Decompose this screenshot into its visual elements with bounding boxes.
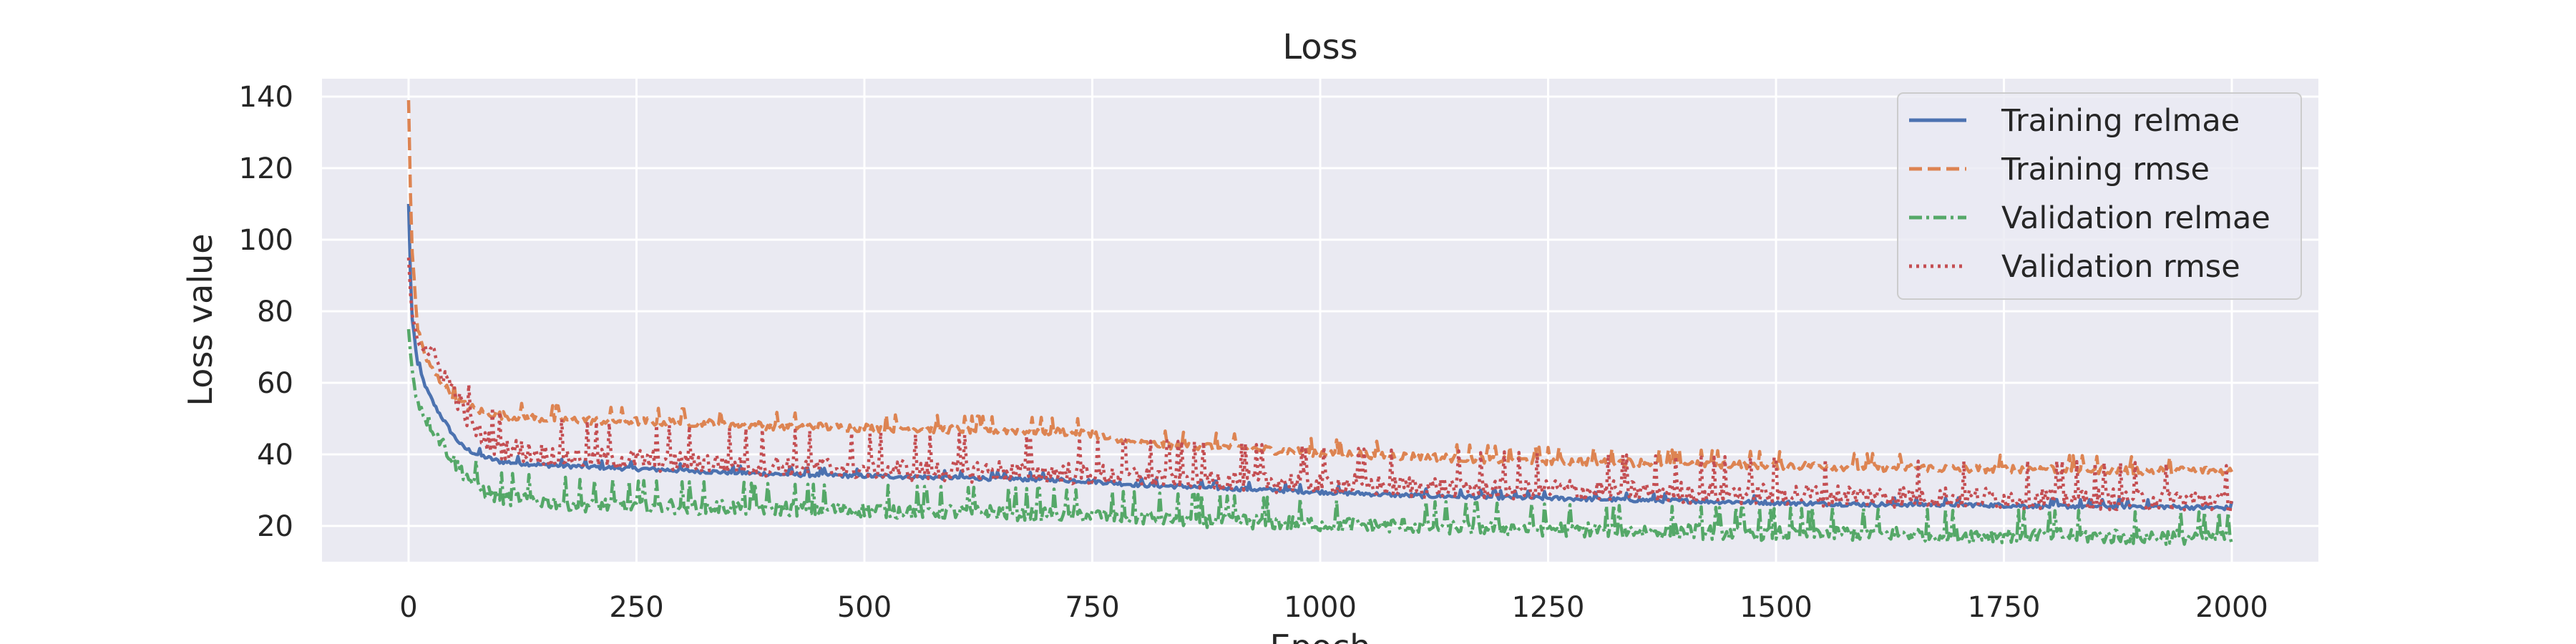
legend: Training relmae Training rmse Validation r… — [1897, 92, 2302, 300]
series-line — [406, 257, 2234, 514]
legend-label: Training rmse — [2001, 152, 2210, 187]
y-tick-label: 80 — [257, 296, 293, 328]
legend-box — [1897, 92, 2302, 300]
x-tick-label: 1500 — [1740, 591, 1813, 624]
x-tick-label: 750 — [1065, 591, 1119, 624]
y-tick-label: 100 — [239, 224, 293, 257]
y-tick-label: 20 — [257, 510, 293, 543]
legend-label: Validation rmse — [2001, 249, 2240, 285]
x-tick-label: 1250 — [1512, 591, 1585, 624]
x-tick-label: 1000 — [1284, 591, 1357, 624]
x-axis-label: Epoch — [1270, 628, 1371, 644]
y-tick-label: 120 — [239, 152, 293, 185]
legend-label: Training relmae — [2001, 103, 2240, 139]
x-tick-label: 2000 — [2195, 591, 2268, 624]
x-tick-label: 0 — [399, 591, 417, 624]
x-tick-label: 1750 — [1968, 591, 2041, 624]
series-line — [406, 328, 2234, 546]
y-tick-label: 60 — [257, 367, 293, 400]
x-tick-label: 500 — [837, 591, 892, 624]
series-line — [406, 99, 2234, 477]
y-axis-label: Loss value — [181, 233, 220, 406]
x-tick-label: 250 — [609, 591, 663, 624]
chart-title: Loss — [1282, 27, 1357, 67]
series-lines — [406, 99, 2234, 546]
legend-label: Validation relmae — [2001, 200, 2270, 236]
tick-labels: 0 250 500 750 1000 1250 1500 1750 2000 20 40 60 80 10… — [239, 81, 2268, 624]
y-tick-label: 40 — [257, 439, 293, 472]
y-tick-label: 140 — [239, 81, 293, 114]
